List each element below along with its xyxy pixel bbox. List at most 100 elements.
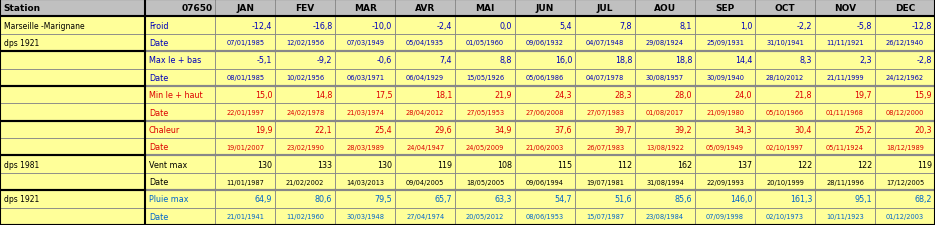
Bar xyxy=(695,69,755,87)
Bar xyxy=(575,104,635,121)
Text: 15,0: 15,0 xyxy=(255,91,272,100)
Text: 19,7: 19,7 xyxy=(855,91,872,100)
Bar xyxy=(335,208,396,225)
Bar xyxy=(0,87,145,104)
Bar xyxy=(875,138,935,156)
Bar xyxy=(695,208,755,225)
Text: 08/06/1953: 08/06/1953 xyxy=(526,213,564,219)
Bar xyxy=(815,0,875,17)
Bar xyxy=(215,208,275,225)
Bar xyxy=(335,52,396,69)
Bar xyxy=(275,138,335,156)
Text: 18,8: 18,8 xyxy=(675,56,692,65)
Text: 108: 108 xyxy=(497,160,512,169)
Text: 02/10/1973: 02/10/1973 xyxy=(766,213,804,219)
Bar xyxy=(396,52,455,69)
Text: 27/06/2008: 27/06/2008 xyxy=(525,110,565,115)
Text: 14,8: 14,8 xyxy=(315,91,332,100)
Bar xyxy=(335,17,396,35)
Bar xyxy=(455,104,515,121)
Text: 07650: 07650 xyxy=(181,4,212,13)
Bar xyxy=(635,138,695,156)
Bar xyxy=(695,0,755,17)
Bar xyxy=(335,0,396,17)
Text: -12,8: -12,8 xyxy=(912,21,932,30)
Text: JUL: JUL xyxy=(597,4,613,13)
Bar xyxy=(635,17,695,35)
Text: 22/01/1997: 22/01/1997 xyxy=(226,110,265,115)
Bar xyxy=(455,17,515,35)
Bar xyxy=(145,69,215,87)
Text: Date: Date xyxy=(149,143,168,152)
Text: dps 1921: dps 1921 xyxy=(4,39,39,48)
Text: 24/05/2009: 24/05/2009 xyxy=(466,144,504,150)
Bar xyxy=(515,0,575,17)
Text: 06/04/1929: 06/04/1929 xyxy=(406,75,444,81)
Text: NOV: NOV xyxy=(834,4,856,13)
Text: Date: Date xyxy=(149,177,168,186)
Bar xyxy=(145,17,215,35)
Bar xyxy=(275,52,335,69)
Text: 05/11/1924: 05/11/1924 xyxy=(826,144,864,150)
Bar xyxy=(755,87,815,104)
Text: 161,3: 161,3 xyxy=(790,195,813,204)
Text: 24/04/1947: 24/04/1947 xyxy=(406,144,444,150)
Text: FEV: FEV xyxy=(295,4,315,13)
Bar xyxy=(275,173,335,190)
Text: -0,6: -0,6 xyxy=(377,56,393,65)
Text: 79,5: 79,5 xyxy=(375,195,393,204)
Bar xyxy=(275,190,335,208)
Text: 15/07/1987: 15/07/1987 xyxy=(586,213,625,219)
Text: Min le + haut: Min le + haut xyxy=(149,91,203,100)
Text: 21/11/1999: 21/11/1999 xyxy=(827,75,864,81)
Bar xyxy=(335,121,396,138)
Bar xyxy=(695,138,755,156)
Bar xyxy=(695,87,755,104)
Text: 51,6: 51,6 xyxy=(615,195,632,204)
Bar xyxy=(0,104,145,121)
Bar xyxy=(635,190,695,208)
Text: -5,8: -5,8 xyxy=(856,21,872,30)
Bar xyxy=(0,190,145,208)
Text: Froid: Froid xyxy=(149,21,168,30)
Text: 10/11/1923: 10/11/1923 xyxy=(827,213,864,219)
Bar xyxy=(515,104,575,121)
Text: 119: 119 xyxy=(438,160,453,169)
Text: 22/09/1993: 22/09/1993 xyxy=(706,179,744,185)
Text: 24/12/1962: 24/12/1962 xyxy=(886,75,924,81)
Text: Pluie max: Pluie max xyxy=(149,195,188,204)
Text: 18/12/1989: 18/12/1989 xyxy=(886,144,924,150)
Bar xyxy=(145,35,215,52)
Text: 7,8: 7,8 xyxy=(620,21,632,30)
Text: 29,6: 29,6 xyxy=(435,125,453,134)
Text: 37,6: 37,6 xyxy=(554,125,572,134)
Text: 130: 130 xyxy=(257,160,272,169)
Text: JAN: JAN xyxy=(237,4,254,13)
Bar xyxy=(575,173,635,190)
Text: Date: Date xyxy=(149,73,168,82)
Bar xyxy=(145,138,215,156)
Bar xyxy=(755,35,815,52)
Bar xyxy=(515,138,575,156)
Bar xyxy=(145,156,215,173)
Bar xyxy=(145,208,215,225)
Text: -16,8: -16,8 xyxy=(312,21,332,30)
Text: 122: 122 xyxy=(857,160,872,169)
Bar xyxy=(575,156,635,173)
Bar xyxy=(755,208,815,225)
Text: 19,9: 19,9 xyxy=(254,125,272,134)
Text: 162: 162 xyxy=(677,160,692,169)
Text: 07/01/1985: 07/01/1985 xyxy=(226,40,265,46)
Text: Date: Date xyxy=(149,108,168,117)
Bar xyxy=(575,190,635,208)
Text: dps 1921: dps 1921 xyxy=(4,195,39,204)
Bar xyxy=(145,0,215,17)
Bar xyxy=(396,208,455,225)
Bar xyxy=(875,173,935,190)
Bar xyxy=(215,121,275,138)
Text: 18,1: 18,1 xyxy=(435,91,453,100)
Bar xyxy=(0,173,145,190)
Bar xyxy=(335,190,396,208)
Text: 34,9: 34,9 xyxy=(495,125,512,134)
Bar xyxy=(396,138,455,156)
